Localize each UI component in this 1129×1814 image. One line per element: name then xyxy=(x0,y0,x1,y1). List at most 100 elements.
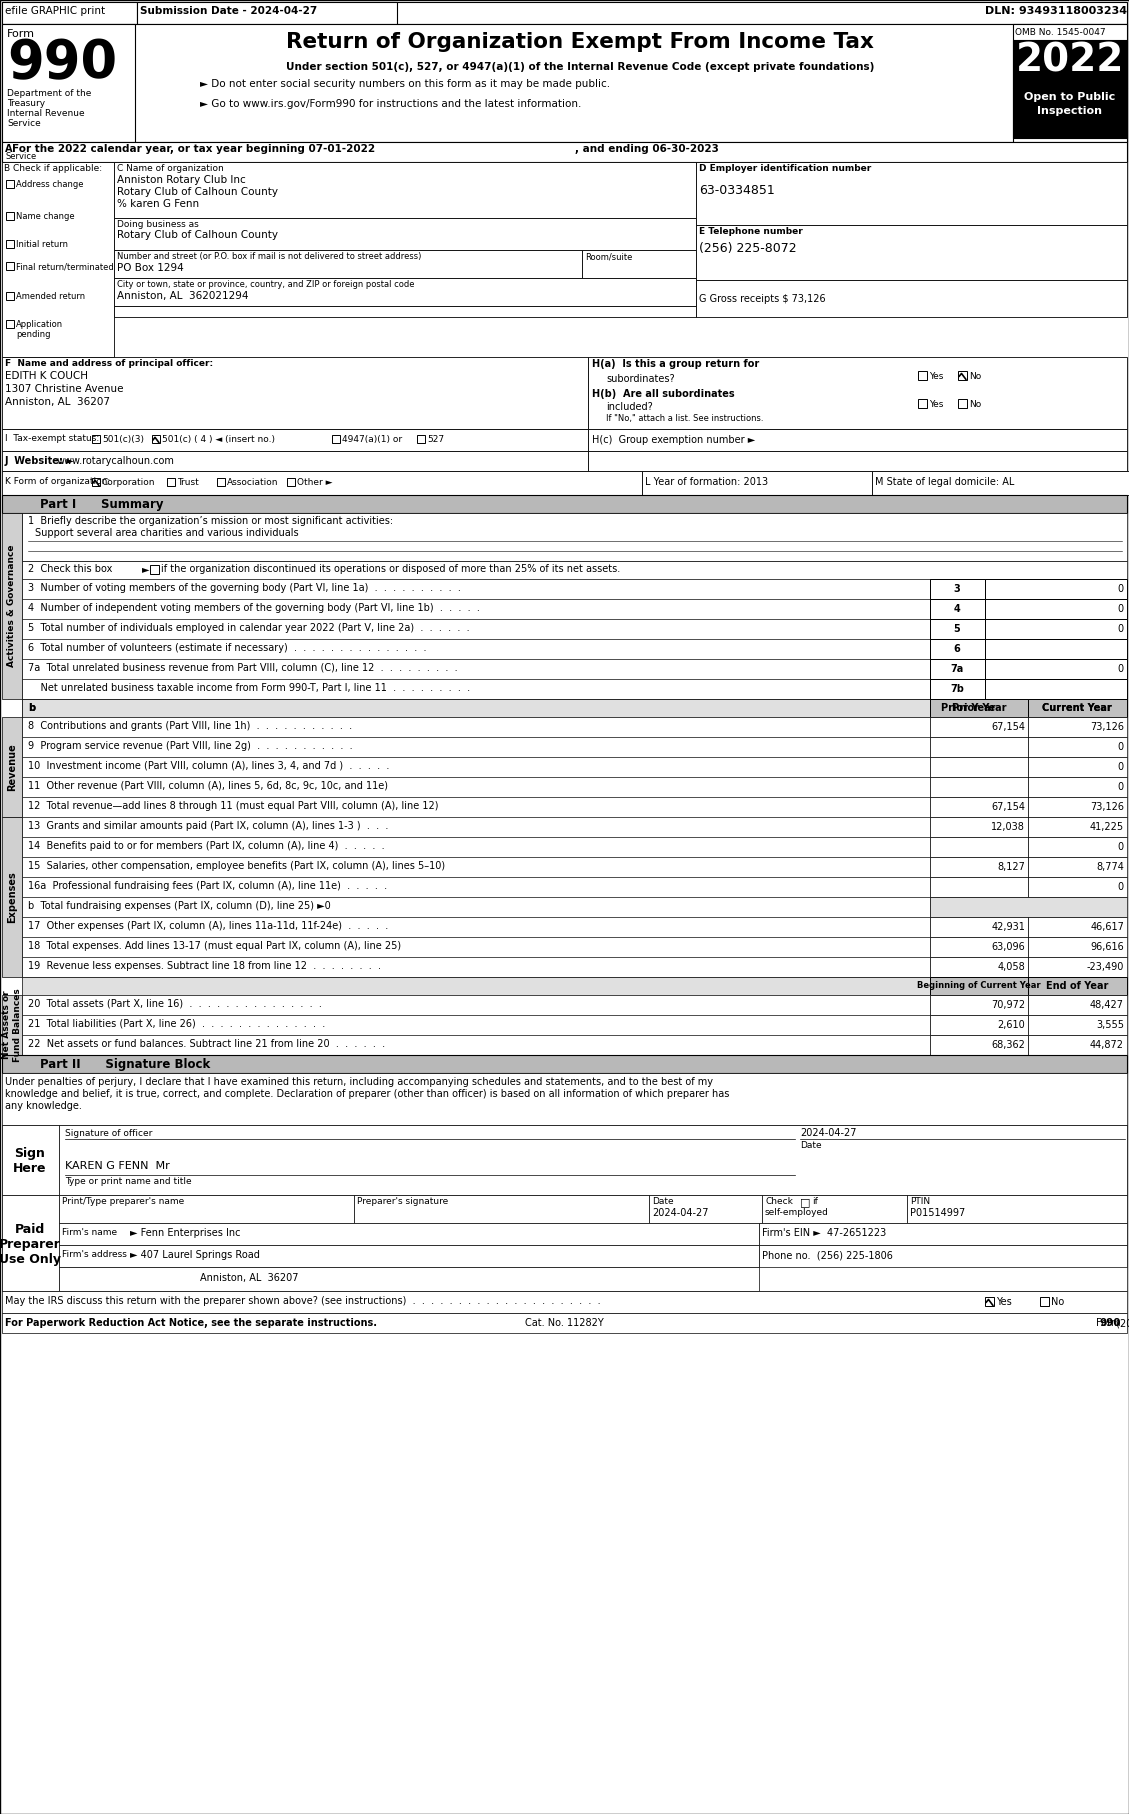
Bar xyxy=(114,161,695,218)
Bar xyxy=(872,472,1129,495)
Text: Current Year: Current Year xyxy=(1042,704,1112,713)
Text: Revenue: Revenue xyxy=(7,744,17,791)
Text: 8,774: 8,774 xyxy=(1096,862,1124,873)
Bar xyxy=(1056,698,1127,717)
Bar xyxy=(930,678,984,698)
Text: Other ►: Other ► xyxy=(297,479,333,486)
Text: Open to Public: Open to Public xyxy=(1024,93,1115,102)
Bar xyxy=(762,1195,907,1223)
Bar xyxy=(21,639,930,658)
Text: Date: Date xyxy=(653,1197,674,1206)
Text: PO Box 1294: PO Box 1294 xyxy=(117,263,184,272)
Text: 990: 990 xyxy=(7,36,117,89)
Bar xyxy=(1029,996,1127,1016)
Bar xyxy=(2,141,1127,161)
Bar xyxy=(642,472,872,495)
Text: 0: 0 xyxy=(1118,762,1124,773)
Bar xyxy=(1029,736,1127,756)
Text: 67,154: 67,154 xyxy=(991,722,1025,733)
Text: Activities & Governance: Activities & Governance xyxy=(8,544,17,668)
Text: Form: Form xyxy=(7,29,35,38)
Bar xyxy=(930,896,1127,918)
Bar xyxy=(21,599,930,619)
Text: 4947(a)(1) or: 4947(a)(1) or xyxy=(342,435,402,444)
Text: , and ending 06-30-2023: , and ending 06-30-2023 xyxy=(575,143,719,154)
Bar xyxy=(984,619,1127,639)
Text: Net Assets or
Fund Balances: Net Assets or Fund Balances xyxy=(2,989,21,1061)
Text: Date: Date xyxy=(800,1141,822,1150)
Bar xyxy=(2,472,642,495)
Bar xyxy=(588,428,1127,452)
Text: 46,617: 46,617 xyxy=(1091,922,1124,932)
Text: Signature of officer: Signature of officer xyxy=(65,1128,152,1137)
Bar xyxy=(930,776,1029,796)
Bar xyxy=(21,796,930,816)
Bar xyxy=(21,856,930,876)
Bar xyxy=(287,479,295,486)
Bar xyxy=(217,479,225,486)
Text: Sign
Here: Sign Here xyxy=(14,1146,46,1175)
Text: Trust: Trust xyxy=(177,479,199,486)
Bar xyxy=(21,619,930,639)
Text: End of Year: End of Year xyxy=(1045,981,1109,990)
Bar xyxy=(930,599,984,619)
Text: if the organization discontinued its operations or disposed of more than 25% of : if the organization discontinued its ope… xyxy=(161,564,620,573)
Text: 48,427: 48,427 xyxy=(1089,1000,1124,1010)
Text: 67,154: 67,154 xyxy=(991,802,1025,813)
Text: B Check if applicable:: B Check if applicable: xyxy=(5,163,102,172)
Text: 73,126: 73,126 xyxy=(1089,722,1124,733)
Bar xyxy=(114,278,695,307)
Bar xyxy=(1040,1297,1049,1306)
Text: P01514997: P01514997 xyxy=(910,1208,965,1217)
Bar xyxy=(1029,958,1127,978)
Bar xyxy=(114,307,695,317)
Text: included?: included? xyxy=(606,403,653,412)
Bar xyxy=(984,678,1127,698)
Bar xyxy=(2,1125,59,1195)
Text: A: A xyxy=(5,143,12,154)
Text: Current Year: Current Year xyxy=(1042,704,1112,713)
Bar xyxy=(930,736,1029,756)
Bar xyxy=(2,513,21,698)
Text: 0: 0 xyxy=(1118,624,1124,635)
Text: For Paperwork Reduction Act Notice, see the separate instructions.: For Paperwork Reduction Act Notice, see … xyxy=(5,1319,377,1328)
Bar xyxy=(930,579,984,599)
Text: Anniston, AL  362021294: Anniston, AL 362021294 xyxy=(117,290,248,301)
Bar xyxy=(930,958,1029,978)
Bar xyxy=(930,836,1029,856)
Bar xyxy=(930,856,1029,876)
Bar xyxy=(2,1195,59,1292)
Bar xyxy=(114,218,695,250)
Bar xyxy=(59,1195,355,1223)
Bar xyxy=(1029,717,1127,736)
Bar xyxy=(21,698,930,717)
Text: 20  Total assets (Part X, line 16)  .  .  .  .  .  .  .  .  .  .  .  .  .  .  .: 20 Total assets (Part X, line 16) . . . … xyxy=(28,1000,322,1009)
Text: 6  Total number of volunteers (estimate if necessary)  .  .  .  .  .  .  .  .  .: 6 Total number of volunteers (estimate i… xyxy=(28,642,427,653)
Bar xyxy=(167,479,175,486)
Text: Net unrelated business taxable income from Form 990-T, Part I, line 11  .  .  . : Net unrelated business taxable income fr… xyxy=(28,684,470,693)
Bar xyxy=(1029,938,1127,958)
Text: self-employed: self-employed xyxy=(765,1208,829,1217)
Bar xyxy=(21,958,930,978)
Bar xyxy=(2,24,1127,141)
Bar xyxy=(2,428,588,452)
Text: 1307 Christine Avenue: 1307 Christine Avenue xyxy=(5,385,123,394)
Text: -23,490: -23,490 xyxy=(1086,961,1124,972)
Text: 11  Other revenue (Part VIII, column (A), lines 5, 6d, 8c, 9c, 10c, and 11e): 11 Other revenue (Part VIII, column (A),… xyxy=(28,782,388,791)
Bar xyxy=(21,678,930,698)
Bar xyxy=(695,161,1127,225)
Bar xyxy=(930,639,984,658)
Text: 96,616: 96,616 xyxy=(1091,941,1124,952)
Text: Form: Form xyxy=(1096,1319,1124,1328)
Text: 2024-04-27: 2024-04-27 xyxy=(800,1128,857,1137)
Bar xyxy=(1029,876,1127,896)
Text: 44,872: 44,872 xyxy=(1089,1039,1124,1050)
Bar xyxy=(150,564,159,573)
Text: Yes: Yes xyxy=(929,401,944,408)
Text: 63,096: 63,096 xyxy=(991,941,1025,952)
Text: L Year of formation: 2013: L Year of formation: 2013 xyxy=(645,477,768,486)
Text: Prior Year: Prior Year xyxy=(952,704,1006,713)
Text: J  Website: ►: J Website: ► xyxy=(5,455,75,466)
Bar xyxy=(918,399,927,408)
Bar xyxy=(930,1016,1029,1036)
